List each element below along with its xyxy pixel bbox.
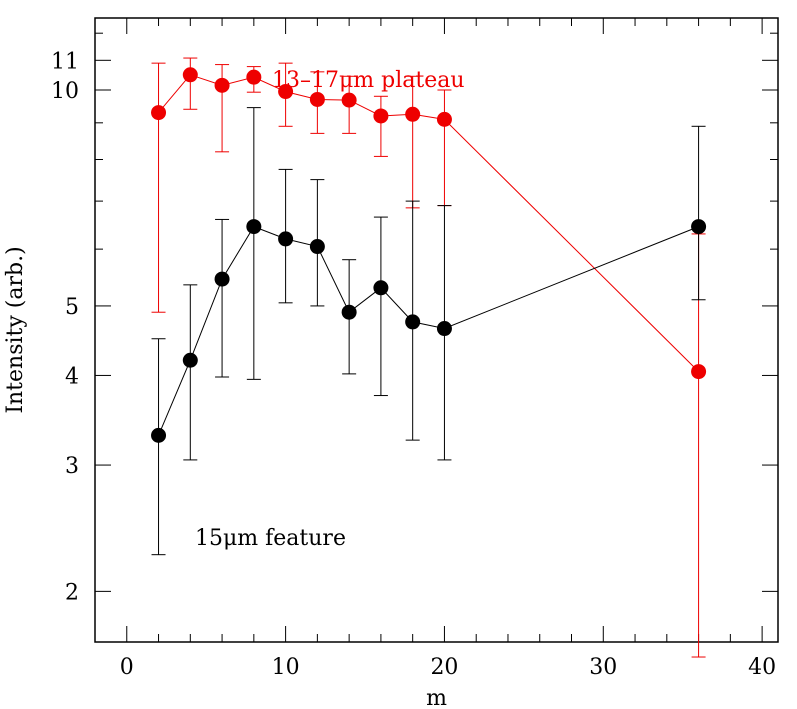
x-axis-label: m <box>426 686 447 709</box>
x-tick-label: 10 <box>272 655 300 680</box>
annotation-feature: 15μm feature <box>195 526 346 551</box>
y-tick-label: 11 <box>51 49 79 74</box>
y-tick-label: 4 <box>65 364 79 389</box>
data-point <box>405 314 421 330</box>
series-1 <box>151 107 707 556</box>
data-point <box>373 280 389 296</box>
axis-ticks <box>94 18 778 642</box>
y-tick-label: 5 <box>65 295 79 320</box>
plot-border <box>94 17 779 643</box>
annotation-plateau: 13–17μm plateau <box>272 68 465 93</box>
y-tick-label: 2 <box>65 580 79 605</box>
data-point <box>214 271 230 287</box>
data-point <box>341 92 357 108</box>
data-point <box>151 427 167 443</box>
data-point <box>182 67 198 83</box>
data-point <box>436 111 452 127</box>
axis-tick-labels: 0 10 20 30 40 2 3 4 5 10 11 <box>51 49 776 680</box>
x-tick-label: 30 <box>589 655 617 680</box>
y-tick-label: 3 <box>65 454 79 479</box>
data-point <box>246 69 262 85</box>
data-point <box>436 321 452 337</box>
x-tick-label: 20 <box>430 655 458 680</box>
data-point <box>278 231 294 247</box>
data-point <box>182 352 198 368</box>
data-point <box>278 84 294 100</box>
y-tick-label: 10 <box>51 79 79 104</box>
series-layer <box>151 57 707 658</box>
data-point <box>309 91 325 107</box>
data-point <box>373 108 389 124</box>
y-axis-label: Intensity (arb.) <box>3 246 28 413</box>
data-point <box>309 239 325 255</box>
data-point <box>214 77 230 93</box>
data-point <box>246 219 262 235</box>
data-point <box>691 219 707 235</box>
x-tick-label: 40 <box>748 655 776 680</box>
plot-frame <box>94 17 779 643</box>
series-line <box>158 225 699 436</box>
series-0 <box>151 57 707 658</box>
data-point <box>151 105 167 121</box>
series-line <box>158 74 699 372</box>
data-point <box>405 106 421 122</box>
data-point <box>691 364 707 380</box>
data-point <box>341 304 357 320</box>
x-tick-label: 0 <box>120 655 134 680</box>
